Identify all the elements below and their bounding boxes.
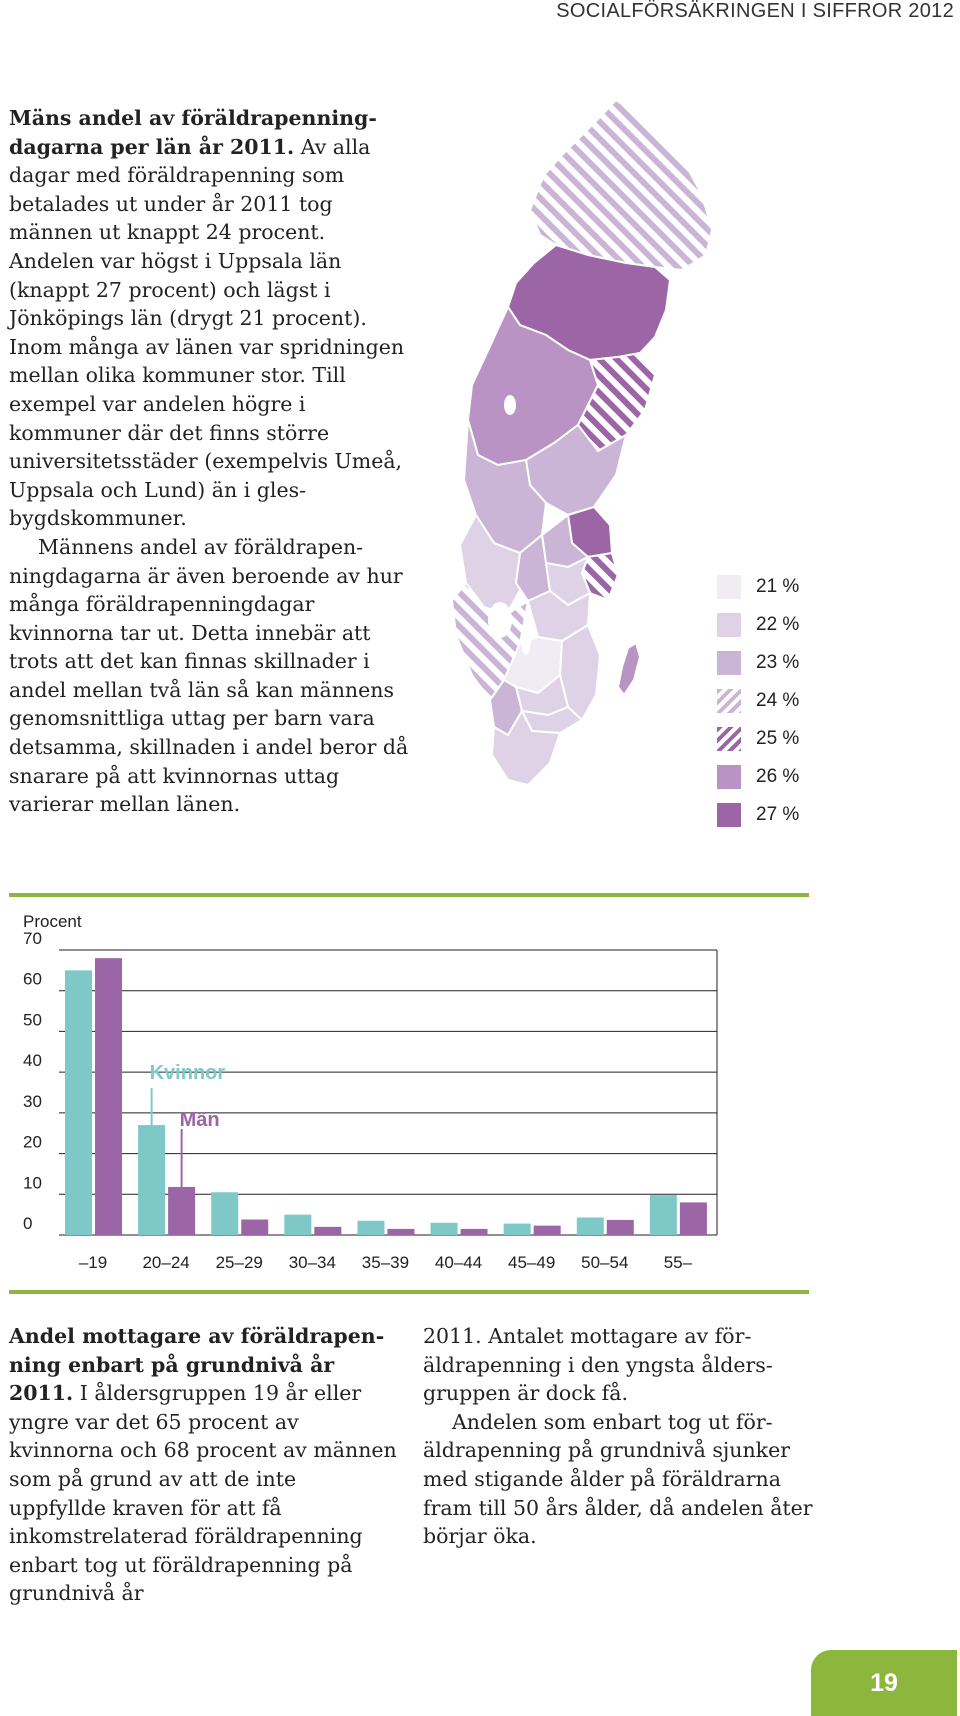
legend-label: 26 % bbox=[756, 766, 800, 787]
county-gotland bbox=[616, 641, 642, 697]
legend-item-23: 23 % bbox=[717, 650, 799, 676]
y-tick-label: 70 bbox=[23, 929, 42, 948]
county-dalarna bbox=[462, 419, 548, 555]
legend-item-27: 27 % bbox=[717, 802, 799, 828]
legend-item-21: 21 % bbox=[717, 574, 799, 600]
map-svg bbox=[450, 98, 714, 787]
legend-item-25: 25 % bbox=[717, 726, 799, 752]
x-tick-label: 30–34 bbox=[289, 1253, 336, 1272]
lake-vattern bbox=[521, 625, 531, 655]
legend-swatch-26 bbox=[717, 765, 741, 789]
chart-caption-p3: Andelen som enbart tog ut för­äldrapenni… bbox=[423, 1409, 813, 1549]
legend-swatch-25 bbox=[717, 727, 741, 751]
legend-label: 25 % bbox=[756, 728, 800, 749]
chart-caption-body: I åldersgruppen 19 år eller yngre var de… bbox=[9, 1381, 397, 1606]
bar-man bbox=[606, 1219, 634, 1235]
y-tick-label: 20 bbox=[23, 1133, 42, 1152]
legend-swatch-27 bbox=[717, 803, 741, 827]
bar-kvinnor bbox=[649, 1195, 677, 1235]
running-title: SOCIALFÖRSÄKRINGEN I SIFFROR 2012 bbox=[556, 0, 954, 22]
legend-swatch-21 bbox=[717, 575, 741, 599]
y-axis-label: Procent bbox=[23, 912, 82, 931]
bar-man bbox=[679, 1202, 707, 1235]
page-number: 19 bbox=[811, 1650, 957, 1716]
x-tick-label: 45–49 bbox=[508, 1253, 555, 1272]
section-rule-top bbox=[9, 893, 809, 897]
map-description-p2: Männens andel av föräldrapen­ningdagarna… bbox=[9, 534, 409, 817]
county-skane bbox=[490, 708, 562, 787]
legend-label: 23 % bbox=[756, 652, 800, 673]
bar-man bbox=[168, 1186, 196, 1235]
legend-item-24: 24 % bbox=[717, 688, 799, 714]
map-description-lead: Mäns andel av föräldrapenning­dagarna pe… bbox=[9, 106, 377, 159]
bar-kvinnor bbox=[430, 1222, 458, 1235]
x-tick-label: 55– bbox=[664, 1253, 693, 1272]
chart-caption-p2: 2011. Antalet mottagare av för­äldrapenn… bbox=[423, 1324, 773, 1406]
legend-label: 21 % bbox=[756, 576, 800, 597]
legend-label: 27 % bbox=[756, 804, 800, 825]
lake-storsjon bbox=[504, 395, 516, 415]
map-description-body: Av alla dagar med föräldrapenning som be… bbox=[9, 134, 405, 531]
series-label-kvinnor: Kvinnor bbox=[150, 1062, 226, 1084]
bar-kvinnor bbox=[65, 970, 92, 1235]
y-tick-label: 0 bbox=[23, 1214, 32, 1233]
chart-caption-left: Andel mottagare av föräldrapen­ning enba… bbox=[9, 1322, 399, 1608]
bar-man bbox=[460, 1228, 488, 1235]
y-tick-label: 50 bbox=[23, 1010, 42, 1029]
series-label-man: Män bbox=[180, 1109, 220, 1131]
map-description: Mäns andel av föräldrapenning­dagarna pe… bbox=[9, 104, 409, 819]
bar-kvinnor bbox=[503, 1223, 531, 1235]
sweden-county-map bbox=[450, 95, 780, 855]
legend-label: 22 % bbox=[756, 614, 800, 635]
map-description-p1: Mäns andel av föräldrapenning­dagarna pe… bbox=[9, 104, 409, 533]
legend-swatch-24 bbox=[717, 689, 741, 713]
y-tick-label: 10 bbox=[23, 1173, 42, 1192]
chart-svg: Procent 0 10 20 30 40 50 60 70 –19 20–24 25–29 30–34… bbox=[23, 912, 718, 1272]
bar-man bbox=[314, 1226, 342, 1235]
lake-vanern bbox=[488, 602, 512, 638]
county-vasternorrland bbox=[576, 351, 657, 453]
x-tick-label: 20–24 bbox=[142, 1253, 189, 1272]
bar-man bbox=[241, 1219, 269, 1235]
chart-caption-right: 2011. Antalet mottagare av för­äldrapenn… bbox=[423, 1322, 823, 1551]
bar-kvinnor bbox=[284, 1214, 312, 1235]
x-tick-label: 40–44 bbox=[435, 1253, 482, 1272]
x-tick-label: 35–39 bbox=[362, 1253, 409, 1272]
bar-man bbox=[387, 1228, 415, 1235]
bar-kvinnor bbox=[357, 1220, 385, 1235]
x-tick-label: 25–29 bbox=[216, 1253, 263, 1272]
y-tick-label: 30 bbox=[23, 1092, 42, 1111]
y-tick-label: 40 bbox=[23, 1051, 42, 1070]
bar-kvinnor bbox=[211, 1192, 239, 1235]
bar-man bbox=[533, 1225, 561, 1235]
legend-swatch-22 bbox=[717, 613, 741, 637]
section-rule-bottom bbox=[9, 1290, 809, 1294]
chart-caption-lead: Andel mottagare av föräldrapen­ning enba… bbox=[9, 1324, 385, 1406]
chart-caption-p1: Andel mottagare av föräldrapen­ning enba… bbox=[9, 1322, 399, 1608]
x-tick-label: 50–54 bbox=[581, 1253, 628, 1272]
bar-man bbox=[95, 958, 122, 1235]
legend-item-26: 26 % bbox=[717, 764, 799, 790]
age-group-chart: Procent 0 10 20 30 40 50 60 70 –19 20–24 25–29 30–34… bbox=[9, 900, 809, 1300]
legend-item-22: 22 % bbox=[717, 612, 799, 638]
x-tick-label: –19 bbox=[79, 1253, 107, 1272]
legend-swatch-23 bbox=[717, 651, 741, 675]
y-tick-label: 60 bbox=[23, 970, 42, 989]
legend-label: 24 % bbox=[756, 690, 800, 711]
bar-kvinnor bbox=[576, 1217, 604, 1235]
bar-kvinnor bbox=[138, 1125, 166, 1235]
